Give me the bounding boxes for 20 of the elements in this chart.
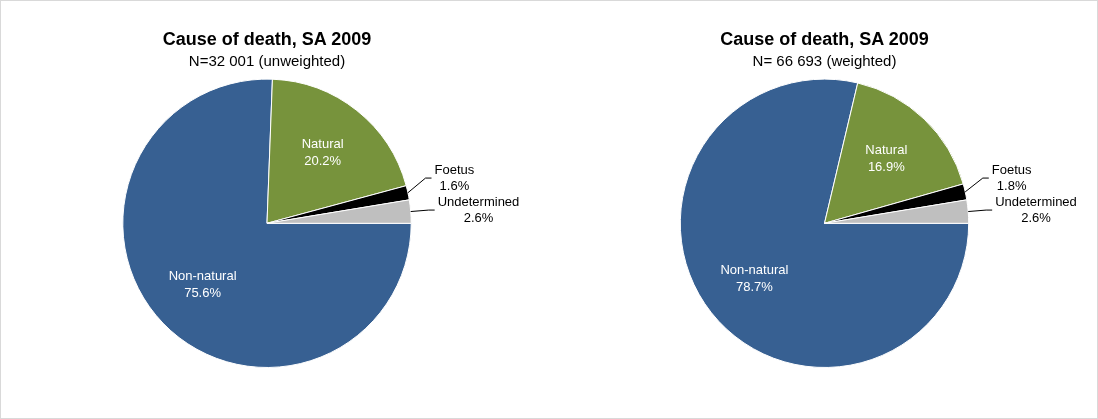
data-label: 1.8%	[996, 177, 1027, 193]
chart-subtitle: N=32 001 (unweighted)	[188, 51, 346, 69]
data-label: 75.6%	[184, 285, 222, 301]
slice-label: Undetermined	[995, 193, 1077, 209]
slice-label: Non-natural	[168, 268, 237, 284]
data-label: 1.6%	[439, 177, 470, 193]
slice-label: Foetus	[991, 161, 1033, 177]
data-label: 2.6%	[463, 209, 494, 225]
data-label: 2.6%	[1021, 209, 1052, 225]
data-label: 20.2%	[304, 153, 342, 169]
chart-title: Cause of death, SA 2009	[162, 28, 372, 49]
slice-label: Undetermined	[437, 193, 520, 209]
slice-label: Natural	[301, 136, 344, 152]
slice-label: Foetus	[434, 161, 475, 177]
slice-label: Natural	[865, 141, 908, 157]
chart-subtitle: N= 66 693 (weighted)	[752, 51, 897, 69]
data-label: 78.7%	[735, 278, 774, 294]
slice-label: Non-natural	[720, 261, 789, 277]
chart-title: Cause of death, SA 2009	[720, 28, 929, 49]
data-label: 16.9%	[867, 158, 906, 174]
